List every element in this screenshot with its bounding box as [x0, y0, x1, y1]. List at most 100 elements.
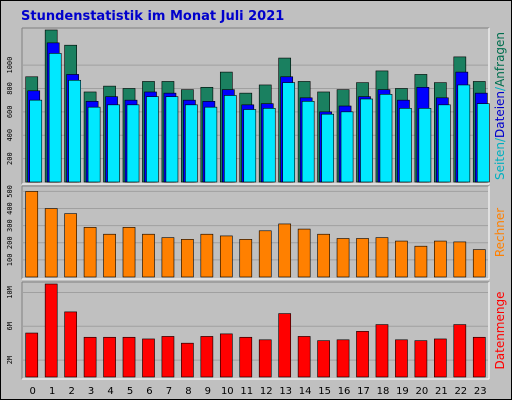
bar-datenmenge-19 [395, 339, 408, 378]
bar-rechner-6 [142, 233, 155, 278]
bar-rechner-19 [395, 240, 408, 278]
x-tick-label: 11 [240, 386, 253, 397]
bar-seiten-7 [165, 96, 179, 183]
bar-seiten-0 [29, 99, 43, 183]
bar-rechner-1 [44, 208, 58, 278]
x-tick-label: 8 [185, 386, 191, 397]
chart-panel-2: 2M 6M 10M Datenmenge [6, 281, 507, 380]
bar-datenmenge-20 [414, 340, 428, 378]
y-tick-label: 600 [6, 106, 14, 119]
bar-seiten-16 [340, 111, 354, 183]
bar-rechner-11 [239, 239, 253, 278]
bar-datenmenge-9 [200, 336, 214, 378]
x-tick-label: 12 [260, 386, 273, 397]
bar-datenmenge-10 [219, 333, 233, 378]
bar-datenmenge-0 [25, 332, 39, 378]
bar-datenmenge-12 [258, 339, 272, 378]
bar-datenmenge-8 [181, 342, 194, 378]
bar-datenmenge-1 [44, 283, 58, 378]
bar-datenmenge-15 [317, 340, 330, 378]
y-axis-label-part: Anfragen [493, 32, 507, 87]
x-tick-label: 6 [146, 386, 152, 397]
bar-seiten-12 [262, 108, 276, 183]
bar-datenmenge-11 [239, 336, 253, 378]
bar-datenmenge-22 [453, 324, 467, 378]
bar-datenmenge-14 [297, 336, 311, 378]
bar-seiten-5 [126, 104, 140, 183]
y-tick-label: 400 [6, 202, 14, 215]
bar-seiten-14 [301, 101, 315, 183]
y-axis-label: Datenmenge [493, 292, 507, 370]
bar-rechner-21 [434, 240, 447, 278]
bar-seiten-18 [379, 94, 393, 183]
bar-rechner-10 [219, 235, 233, 278]
x-tick-label: 15 [318, 386, 331, 397]
bar-datenmenge-4 [103, 336, 116, 378]
chart-title: Stundenstatistik im Monat Juli 2021 [21, 9, 284, 24]
y-axis-label-part: Datenmenge [493, 292, 507, 370]
y-axis-label-part: / [493, 137, 507, 142]
x-tick-label: 9 [205, 386, 211, 397]
y-tick-label: 500 [6, 185, 14, 198]
bar-rechner-3 [83, 227, 97, 278]
bar-rechner-16 [336, 238, 350, 278]
bar-rechner-20 [414, 245, 428, 278]
x-tick-label: 14 [299, 386, 312, 397]
y-axis-label-part: / [493, 86, 507, 91]
bar-datenmenge-3 [83, 336, 97, 378]
y-axis-label-part: Dateien [493, 91, 507, 138]
bar-datenmenge-5 [122, 336, 136, 378]
bar-rechner-9 [200, 233, 214, 278]
bar-seiten-8 [185, 104, 198, 183]
bar-seiten-4 [107, 104, 120, 183]
bar-seiten-17 [360, 98, 373, 183]
chart-panels: 2004006008001000Seiten/Dateien/Anfragen1… [6, 27, 507, 397]
bar-seiten-21 [438, 104, 451, 183]
x-tick-label: 10 [221, 386, 234, 397]
y-tick-label: 100 [6, 254, 14, 267]
x-tick-label: 22 [454, 386, 467, 397]
x-tick-label: 13 [279, 386, 292, 397]
x-tick-label: 4 [107, 386, 113, 397]
y-tick-label: 2M [6, 356, 14, 364]
bar-seiten-23 [476, 103, 490, 183]
bar-rechner-18 [375, 237, 389, 278]
x-tick-label: 21 [435, 386, 448, 397]
y-axis-label-part: Seiten [493, 142, 507, 180]
bar-rechner-23 [472, 249, 486, 278]
x-tick-label: 5 [127, 386, 133, 397]
chart-panel-1: 100 200 300 400 500 Rechner [6, 185, 507, 280]
bar-seiten-11 [243, 109, 257, 183]
x-tick-label: 20 [416, 386, 429, 397]
y-tick-label: 200 [6, 152, 14, 165]
bar-seiten-3 [87, 106, 101, 183]
y-axis-label: Rechner [493, 208, 507, 257]
bar-seiten-19 [399, 108, 412, 183]
bar-datenmenge-2 [64, 311, 77, 378]
y-tick-label: 300 [6, 219, 14, 232]
y-axis-label-part: Rechner [493, 208, 507, 257]
bar-rechner-8 [181, 239, 194, 278]
bar-seiten-15 [321, 113, 334, 183]
bar-rechner-5 [122, 227, 136, 278]
x-tick-label: 1 [49, 386, 55, 397]
bar-rechner-0 [25, 191, 39, 278]
bar-rechner-13 [278, 223, 292, 278]
x-tick-label: 18 [377, 386, 390, 397]
x-tick-label: 19 [396, 386, 409, 397]
x-tick-label: 3 [88, 386, 94, 397]
x-tick-label: 17 [357, 386, 370, 397]
y-tick-label: 6M [6, 322, 14, 330]
bar-rechner-4 [103, 233, 116, 278]
bar-seiten-9 [204, 106, 218, 183]
y-axis-label: Seiten/Dateien/Anfragen [493, 32, 507, 180]
bar-seiten-10 [223, 95, 237, 183]
bar-rechner-15 [317, 233, 330, 278]
bar-seiten-6 [146, 96, 159, 183]
x-tick-label: 7 [166, 386, 172, 397]
x-tick-label: 2 [68, 386, 74, 397]
bar-rechner-22 [453, 241, 467, 278]
bar-datenmenge-21 [434, 338, 447, 378]
